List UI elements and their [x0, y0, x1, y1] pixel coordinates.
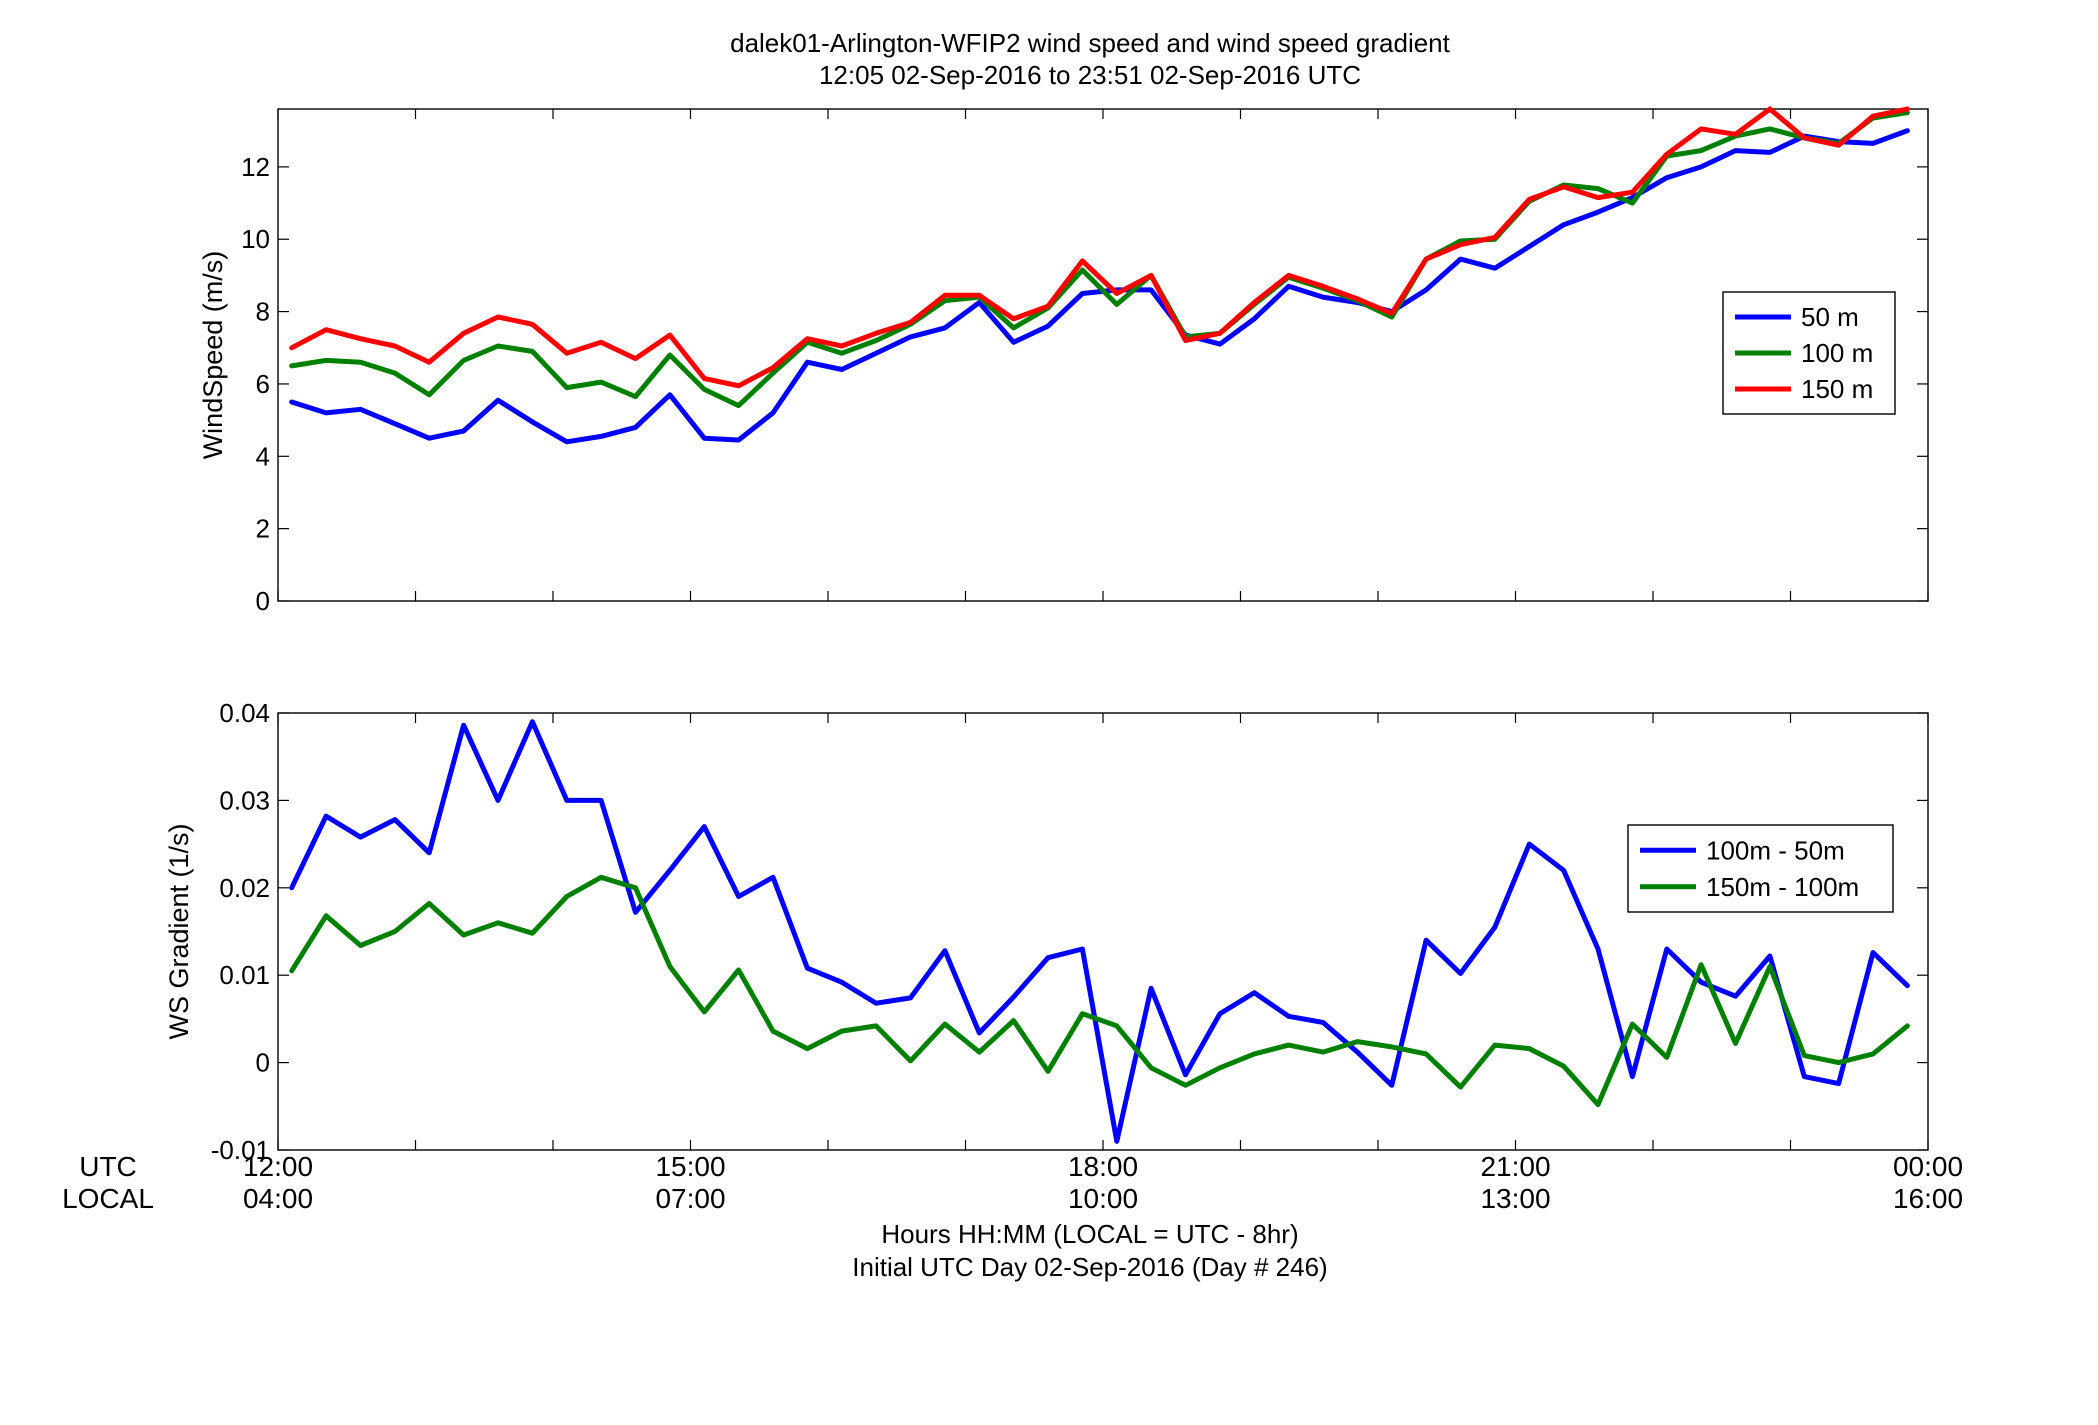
local-tick-label: 16:00 [1893, 1183, 1963, 1214]
windspeed-plot: 0 2 4 6 8 10 12 WindSpeed (m/s) 50 m 100 m 150 m [198, 106, 1929, 616]
utc-tick-label: 15:00 [655, 1151, 725, 1182]
local-tick-label: 04:00 [243, 1183, 313, 1214]
gradient-plot: -0.01 0 0.01 0.02 0.03 0.04 WS Gradient (1/s) 1… [164, 698, 1929, 1165]
x-axis-label: Hours HH:MM (LOCAL = UTC - 8hr) [881, 1219, 1298, 1249]
windspeed-y-tick-label: 6 [256, 369, 270, 399]
utc-tick-label: 18:00 [1068, 1151, 1138, 1182]
windspeed-y-tick-label: 10 [241, 224, 270, 254]
gradient-y-axis-label: WS Gradient (1/s) [164, 823, 194, 1039]
utc-tick-label: 12:00 [243, 1151, 313, 1182]
utc-row-label: UTC [79, 1151, 137, 1182]
legend-label-150-m: 150 m [1801, 374, 1873, 404]
local-row-label: LOCAL [62, 1183, 154, 1214]
windspeed-y-tick-label: 8 [256, 297, 270, 327]
x-axis-sublabel: Initial UTC Day 02-Sep-2016 (Day # 246) [852, 1252, 1327, 1282]
gradient-y-tick-label: 0.03 [219, 785, 270, 815]
gradient-y-tick-label: 0.04 [219, 698, 270, 728]
chart-subtitle: 12:05 02-Sep-2016 to 23:51 02-Sep-2016 U… [819, 60, 1361, 90]
gradient-y-tick-label: 0.01 [219, 960, 270, 990]
local-tick-label: 07:00 [655, 1183, 725, 1214]
windspeed-axes-box [277, 108, 1929, 602]
gradient-y-tick-label: -0.01 [211, 1135, 270, 1165]
windspeed-y-tick-label: 4 [256, 441, 270, 471]
legend-label-50-m: 50 m [1801, 302, 1859, 332]
windspeed-y-tick-label: 0 [256, 586, 270, 616]
chart-title: dalek01-Arlington-WFIP2 wind speed and w… [730, 28, 1451, 58]
utc-tick-label: 00:00 [1893, 1151, 1963, 1182]
local-tick-label: 13:00 [1480, 1183, 1550, 1214]
local-tick-label: 10:00 [1068, 1183, 1138, 1214]
legend-label-100-m: 100 m [1801, 338, 1873, 368]
gradient-legend-box [1627, 824, 1894, 913]
utc-tick-label: 21:00 [1480, 1151, 1550, 1182]
windspeed-y-tick-label: 12 [241, 152, 270, 182]
series-100-m-line [289, 110, 1910, 409]
legend-label-100m-50m: 100m - 50m [1706, 835, 1845, 865]
legend-label-150m-100m: 150m - 100m [1706, 872, 1859, 902]
gradient-y-tick-label: 0.02 [219, 873, 270, 903]
series-100m-50m-line [289, 719, 1910, 1144]
windspeed-y-tick-label: 2 [256, 514, 270, 544]
series-150-m-line [289, 106, 1910, 389]
series-150m-100m-line [289, 874, 1910, 1108]
windspeed-y-axis-label: WindSpeed (m/s) [198, 251, 228, 460]
gradient-y-tick-label: 0 [256, 1048, 270, 1078]
